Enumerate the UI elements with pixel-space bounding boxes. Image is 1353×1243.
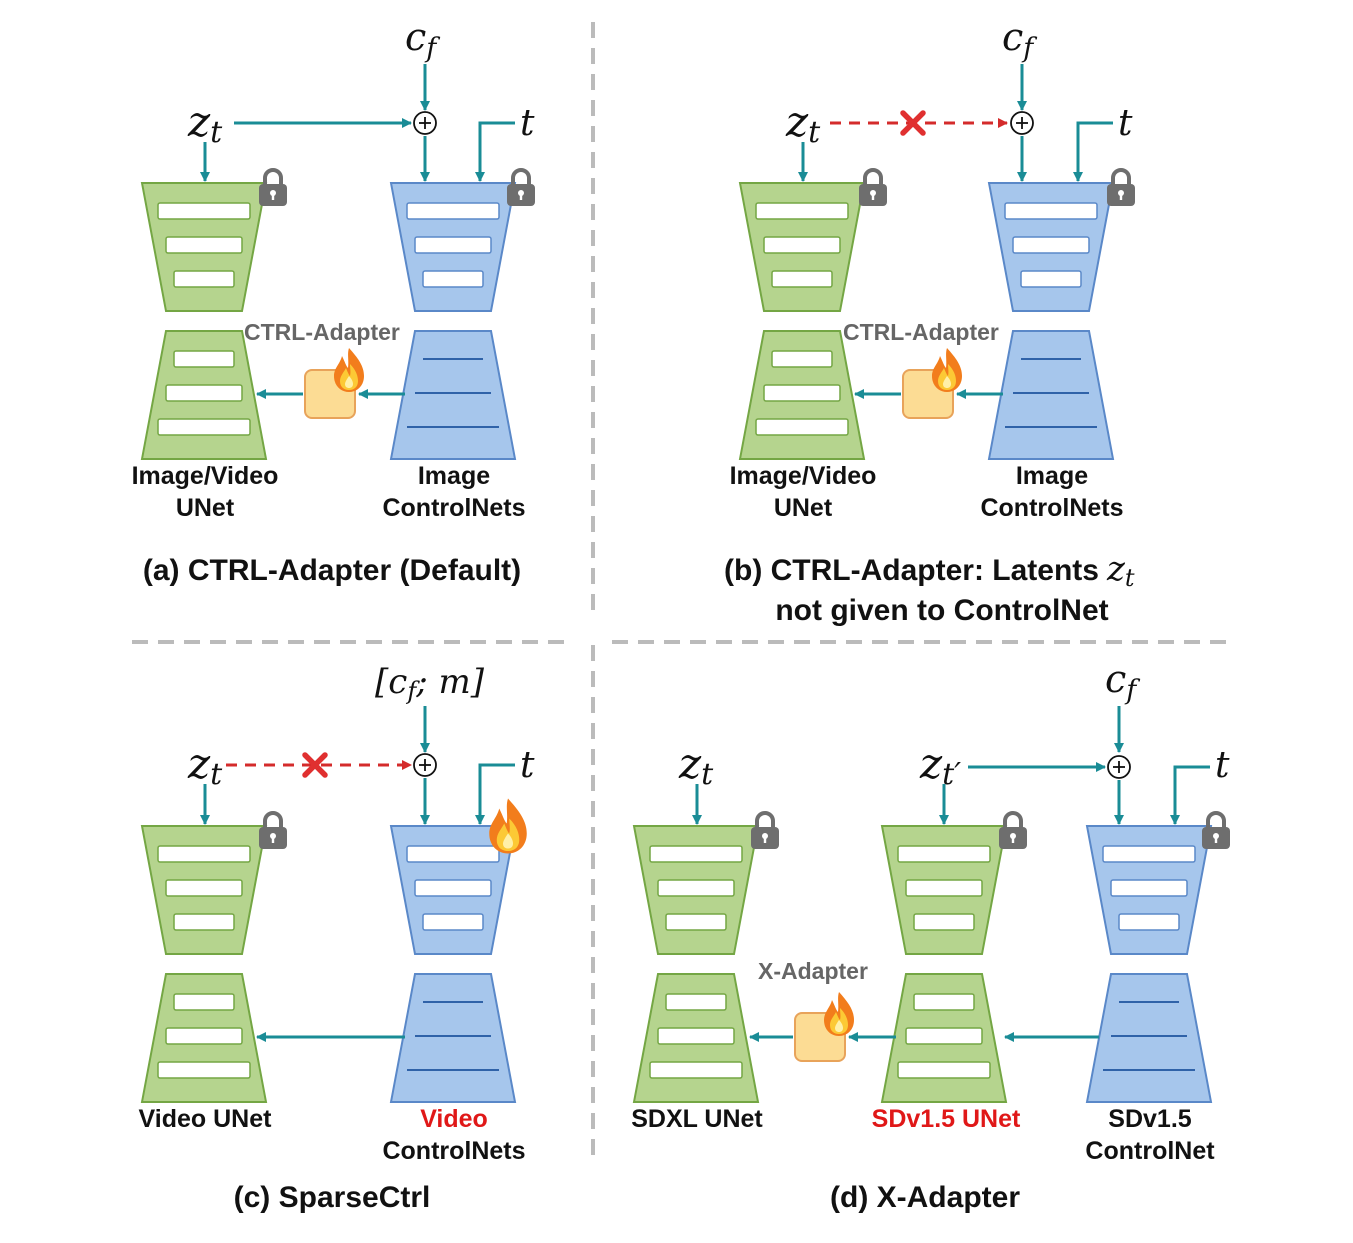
panel-b: zt cf t CTRL-Adapter Image/Video UNet Im… [724,15,1137,627]
video-unet-decoder [141,973,267,1103]
lock-icon [1200,811,1232,851]
panel-a: zt cf t CTRL-Adapter Image/Video UNet Im… [132,15,537,587]
left-model-label-line1: Image/Video [730,462,877,490]
caption-a: (a) CTRL-Adapter (Default) [143,554,521,587]
ctrl-adapter-label: CTRL-Adapter [843,319,999,345]
lock-icon [997,811,1029,851]
controlnet-decoder [988,330,1114,460]
plus-circle-icon [413,111,437,135]
sdxl-unet-decoder [633,973,759,1103]
z-prime-symbol: zt′ [919,739,961,792]
sdxl-unet-encoder [633,825,759,955]
left-model-label-line2: UNet [774,494,833,522]
z-symbol: zt [187,739,223,792]
right-model-label-line2: ControlNets [382,494,525,522]
controlnet-decoder [390,973,516,1103]
right-model-label: ControlNets [382,1137,525,1165]
lock-icon [257,168,289,208]
right-model-label-line1: Image [418,462,490,490]
video-unet-encoder [141,825,267,955]
controlnet-decoder [390,330,516,460]
cf-m-symbol: [cf; m] [375,662,485,705]
sdv15-unet-decoder [881,973,1007,1103]
caption-b-line2: not given to ControlNet [775,594,1108,627]
z-symbol: zt [785,97,821,150]
image-video-unet-encoder [739,182,865,312]
sdv15-controlnet-encoder [1086,825,1212,955]
image-video-unet-encoder [141,182,267,312]
ctrl-adapter-label: CTRL-Adapter [244,319,400,345]
image-video-unet-decoder [739,330,865,460]
caption-c: (c) SparseCtrl [234,1181,431,1214]
right-model-label-red: Video [420,1105,488,1133]
lock-icon [505,168,537,208]
lock-icon [1105,168,1137,208]
t-symbol: t [520,745,535,786]
plus-circle-icon [1010,111,1034,135]
t-symbol: t [1118,103,1133,144]
cf-symbol: cf [1002,15,1037,64]
x-adapter-label: X-Adapter [758,958,868,984]
image-video-unet-decoder [141,330,267,460]
panel-d: zt zt′ cf t X-Adapter SDXL UNet SDv1.5 U… [631,657,1232,1214]
left-model-label-line2: UNet [176,494,235,522]
t-symbol: t [1215,745,1230,786]
z-symbol: zt [187,97,223,150]
cf-symbol: cf [405,15,440,64]
controlnet-encoder [988,182,1114,312]
right-model-label-line1: Image [1016,462,1088,490]
lock-icon [257,811,289,851]
fire-icon [489,798,527,854]
sdv15-unet-encoder [881,825,1007,955]
z-symbol: zt [678,739,714,792]
right-model-label-line1: SDv1.5 [1108,1105,1191,1133]
caption-d: (d) X-Adapter [830,1181,1020,1214]
panel-c: zt [cf; m] t Video UNet Video ControlNet… [139,662,535,1214]
lock-icon [857,168,889,208]
left-model-label-line1: Image/Video [132,462,279,490]
t-symbol: t [520,103,535,144]
sdv15-controlnet-decoder [1086,973,1212,1103]
fire-icon [932,348,962,392]
left-model-label: SDXL UNet [631,1105,763,1133]
lock-icon [749,811,781,851]
mid-model-label: SDv1.5 UNet [872,1105,1021,1133]
fire-icon [334,348,364,392]
fire-icon [824,992,854,1036]
cf-symbol: cf [1105,657,1140,706]
controlnet-encoder [390,182,516,312]
caption-b-line1: (b) CTRL-Adapter: Latents zt [724,549,1135,592]
right-model-label-line2: ControlNet [1085,1137,1215,1165]
left-model-label: Video UNet [139,1105,273,1133]
plus-circle-icon [413,753,437,777]
plus-circle-icon [1107,755,1131,779]
right-model-label-line2: ControlNets [980,494,1123,522]
